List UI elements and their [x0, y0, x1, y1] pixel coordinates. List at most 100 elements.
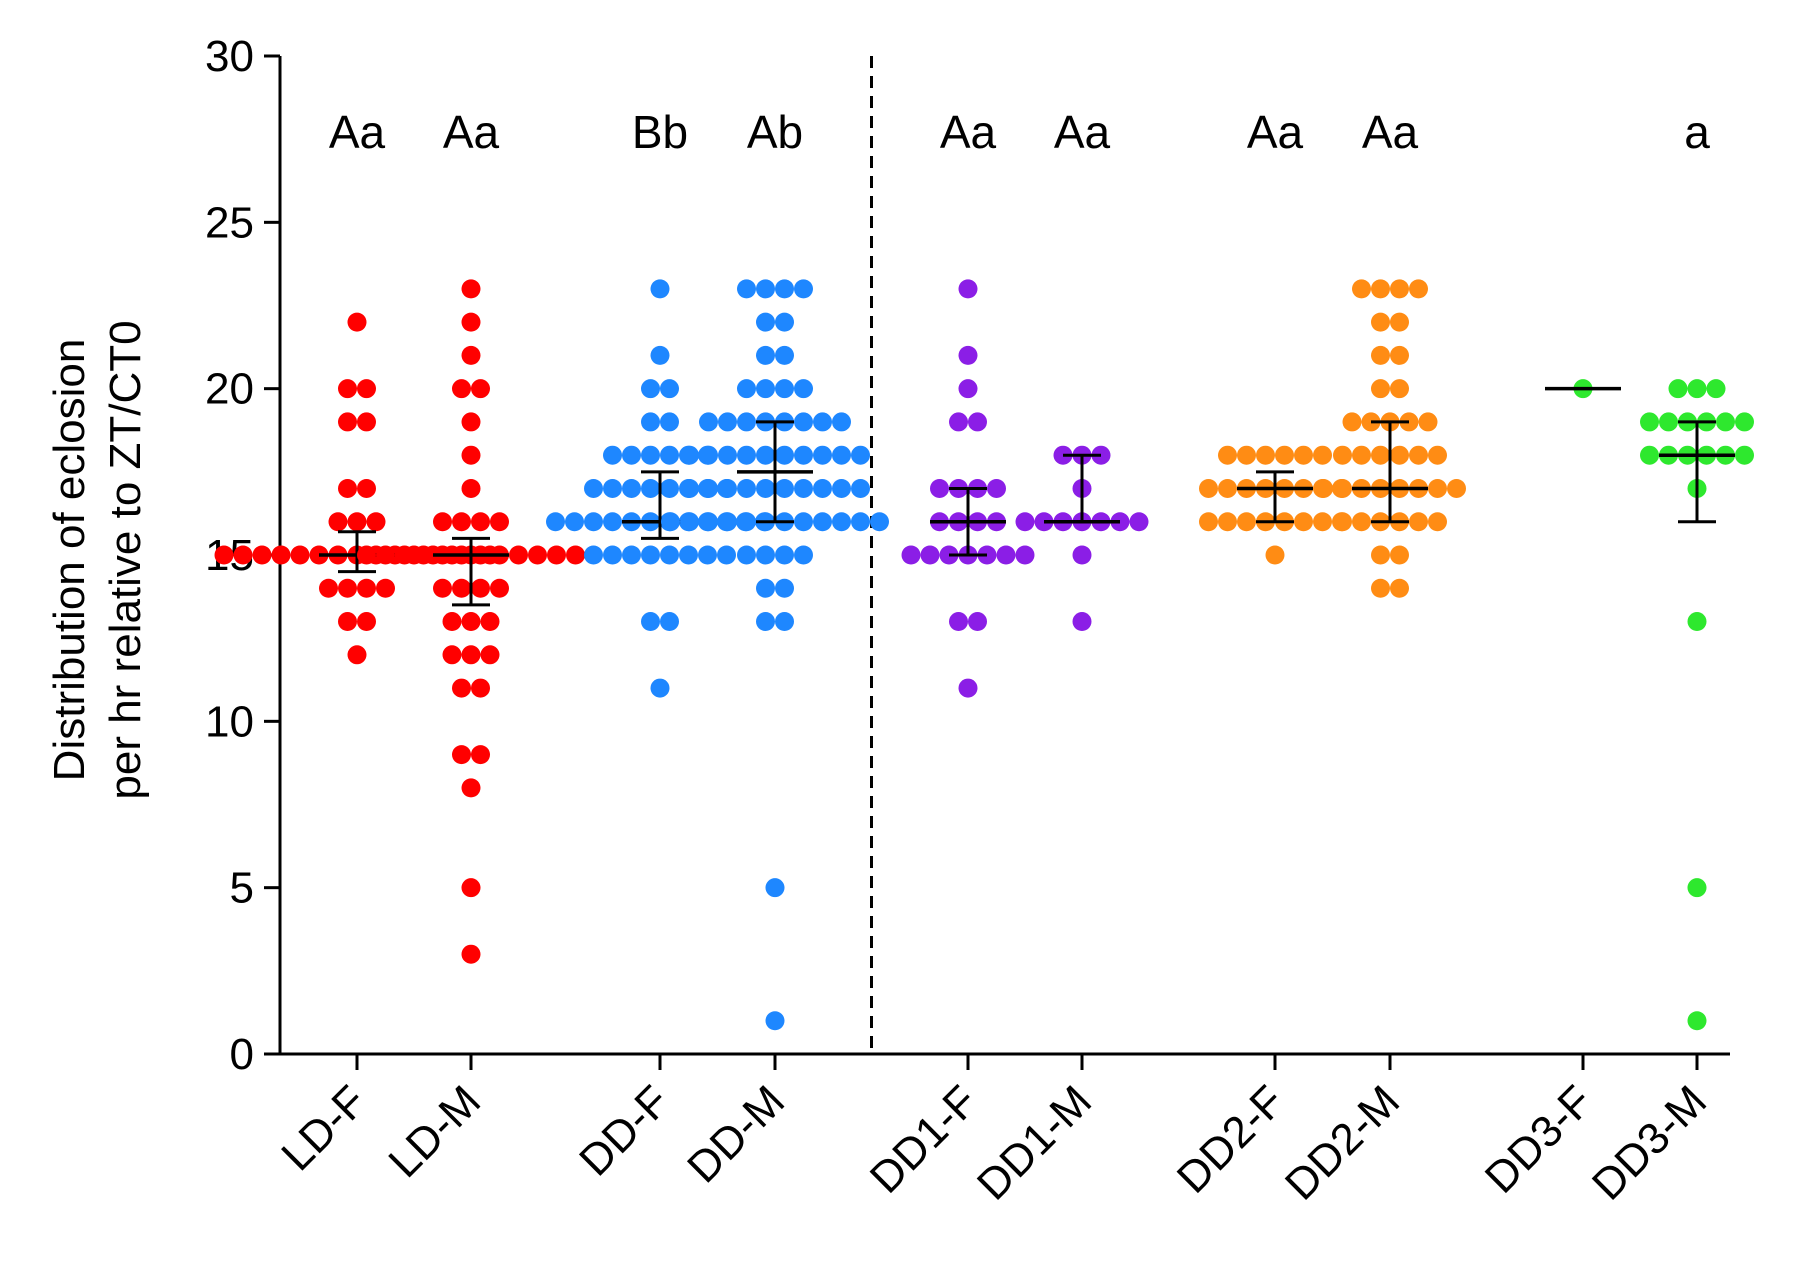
- data-point: [1218, 512, 1237, 532]
- data-point: [680, 445, 699, 465]
- data-point: [832, 445, 851, 465]
- data-point: [775, 345, 794, 365]
- data-point: [832, 512, 851, 532]
- data-point: [641, 445, 660, 465]
- data-point: [1390, 445, 1409, 465]
- data-point: [813, 512, 832, 532]
- data-point: [1015, 512, 1035, 532]
- data-point: [775, 478, 794, 498]
- data-point: [1706, 379, 1726, 399]
- data-point: [338, 612, 357, 632]
- data-point: [271, 545, 291, 565]
- data-point: [718, 512, 737, 532]
- data-point: [357, 612, 376, 632]
- data-point: [584, 478, 603, 498]
- data-point: [641, 545, 660, 565]
- data-point: [1218, 478, 1237, 498]
- data-point: [1390, 345, 1409, 365]
- data-point: [1735, 412, 1754, 432]
- data-point: [1352, 279, 1371, 299]
- data-point: [347, 645, 367, 665]
- data-point: [851, 478, 870, 498]
- data-point: [737, 545, 756, 565]
- data-point: [1072, 545, 1092, 565]
- data-point: [442, 645, 462, 665]
- data-point: [461, 279, 481, 299]
- data-point: [452, 578, 471, 598]
- data-point: [338, 412, 357, 432]
- data-point: [452, 512, 471, 532]
- data-point: [461, 645, 481, 665]
- data-point: [794, 379, 813, 399]
- data-point: [660, 445, 679, 465]
- data-point: [660, 379, 679, 399]
- data-point: [461, 445, 481, 465]
- data-point: [1409, 279, 1428, 299]
- data-point: [1333, 445, 1352, 465]
- data-point: [851, 445, 870, 465]
- category-label: DD1-M: [968, 1076, 1101, 1209]
- data-point: [1333, 512, 1352, 532]
- data-point: [603, 445, 622, 465]
- data-point: [1659, 412, 1678, 432]
- data-point: [1256, 445, 1275, 465]
- data-point: [452, 745, 471, 765]
- data-point: [1333, 478, 1352, 498]
- data-point: [794, 445, 813, 465]
- data-point: [471, 745, 490, 765]
- category-label: LD-F: [272, 1076, 376, 1180]
- data-point: [958, 379, 978, 399]
- data-point: [433, 512, 452, 532]
- data-point: [680, 478, 699, 498]
- significance-label: Aa: [940, 106, 997, 158]
- y-tick-label: 25: [205, 198, 254, 247]
- data-point: [319, 578, 338, 598]
- significance-label: Bb: [632, 106, 688, 158]
- data-point: [650, 279, 670, 299]
- data-point: [290, 545, 310, 565]
- data-point: [357, 412, 376, 432]
- data-point: [461, 778, 481, 798]
- data-point: [214, 545, 234, 565]
- data-point: [1265, 545, 1285, 565]
- data-point: [765, 878, 785, 898]
- significance-label: a: [1684, 106, 1710, 158]
- data-point: [737, 379, 756, 399]
- data-point: [1352, 512, 1371, 532]
- data-point: [1640, 412, 1659, 432]
- significance-label: Aa: [1054, 106, 1111, 158]
- data-point: [794, 512, 813, 532]
- data-point: [471, 678, 490, 698]
- data-point: [1199, 512, 1218, 532]
- data-point: [650, 345, 670, 365]
- data-point: [357, 545, 376, 565]
- data-point: [338, 578, 357, 598]
- data-point: [718, 478, 737, 498]
- data-point: [813, 445, 832, 465]
- data-point: [756, 578, 775, 598]
- data-point: [1352, 445, 1371, 465]
- data-point: [357, 578, 376, 598]
- data-point: [949, 612, 968, 632]
- category-label: DD-F: [570, 1076, 679, 1185]
- data-point: [832, 478, 851, 498]
- y-axis-title-line-1: Distribution of eclosion: [45, 339, 94, 782]
- data-point: [958, 279, 978, 299]
- data-point: [756, 379, 775, 399]
- data-point: [252, 545, 272, 565]
- data-point: [699, 445, 718, 465]
- data-point: [775, 312, 794, 332]
- data-point: [660, 612, 679, 632]
- data-point: [1313, 512, 1332, 532]
- data-point: [347, 512, 367, 532]
- data-point: [775, 279, 794, 299]
- data-point: [1687, 878, 1707, 898]
- data-point: [870, 512, 889, 532]
- group-dd1-f: DD1-F Aa: [861, 106, 1035, 1203]
- data-point: [650, 678, 670, 698]
- group-ld-f: LD-F Aa: [214, 106, 500, 1180]
- data-point: [1640, 445, 1659, 465]
- data-point: [1428, 445, 1447, 465]
- data-point: [376, 578, 395, 598]
